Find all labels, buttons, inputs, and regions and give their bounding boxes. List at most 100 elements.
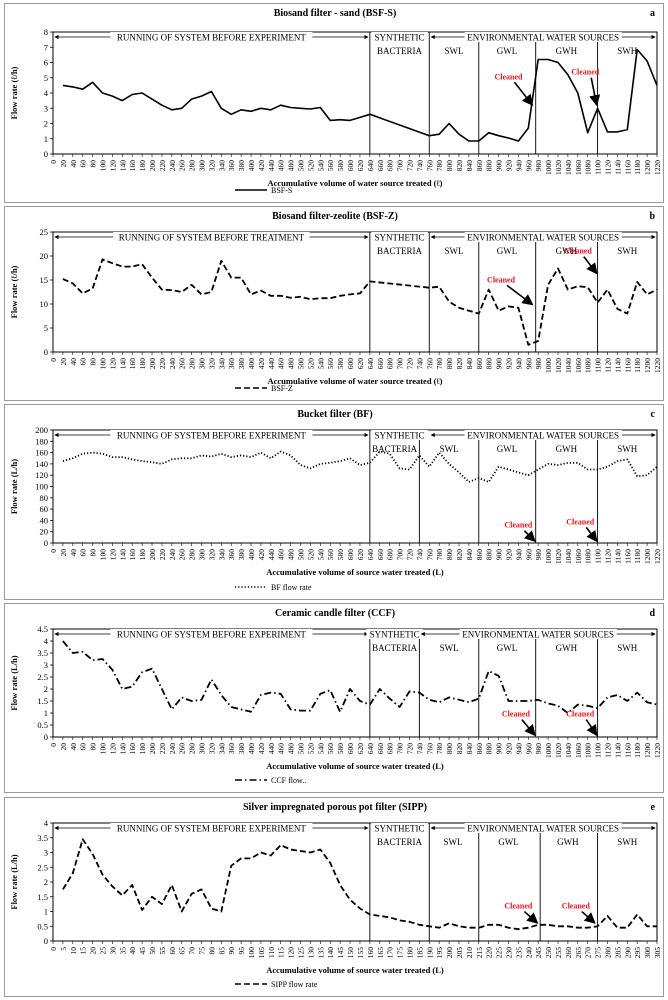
c3-xtick-label-32: 640 xyxy=(366,743,375,755)
c0-xtick-label-50: 1000 xyxy=(544,160,553,175)
c2-xtick-label-11: 220 xyxy=(158,549,167,561)
c4-xtick-label-23: 115 xyxy=(277,947,286,958)
c3-xtick-label-59: 1180 xyxy=(633,743,642,758)
c1-xtick-label-31: 620 xyxy=(356,358,365,370)
c1-source-label-4: SWH xyxy=(617,246,638,256)
c1-series-line-0 xyxy=(62,258,658,346)
c4-xtick-label-39: 195 xyxy=(435,947,444,959)
c3-xtick-label-60: 1200 xyxy=(643,743,652,758)
c2-xtick-label-51: 1020 xyxy=(554,549,563,564)
c2-ytick-label-5: 100 xyxy=(35,482,48,492)
c1-xtick-label-2: 40 xyxy=(69,358,78,366)
c0-xtick-label-45: 900 xyxy=(495,160,504,172)
c0-ytick-label-0: 0 xyxy=(44,149,48,159)
c4-xtick-label-9: 45 xyxy=(138,947,147,955)
c3-ytick-label-5: 2.5 xyxy=(37,672,48,682)
c4-source-label-0: BACTERIA xyxy=(377,837,423,847)
c4-xtick-label-6: 30 xyxy=(108,947,117,955)
c4-section-label-0: RUNNING OF SYSTEM BEFORE EXPERIMENT xyxy=(117,824,307,834)
c1-xtick-label-53: 1060 xyxy=(574,358,583,373)
c0-xtick-label-11: 220 xyxy=(158,160,167,172)
c1-xtick-label-55: 1100 xyxy=(594,358,603,373)
c3-xtick-label-27: 540 xyxy=(316,743,325,755)
c0-series-line-0 xyxy=(62,48,658,142)
c4-xtick-label-36: 180 xyxy=(405,947,414,959)
c1-xtick-label-47: 940 xyxy=(514,358,523,370)
c4-xtick-label-21: 105 xyxy=(257,947,266,959)
c4-ytick-label-4: 2 xyxy=(44,877,48,887)
c2-source-label-3: GWH xyxy=(556,444,578,454)
c3-xtick-label-58: 1160 xyxy=(623,743,632,758)
c4-source-label-4: SWH xyxy=(617,837,638,847)
c0-ytick-label-5: 5 xyxy=(44,73,48,83)
c0-ytick-label-8: 8 xyxy=(44,27,48,37)
c3-annotation-label-0: Cleaned xyxy=(502,710,531,719)
c0-xtick-label-51: 1020 xyxy=(554,160,563,175)
c4-xtick-label-4: 20 xyxy=(89,947,98,955)
c4-ytick-label-3: 1.5 xyxy=(37,892,48,902)
c1-xtick-label-41: 820 xyxy=(455,358,464,370)
chart-bsf-z: Biosand filter-zeolite (BSF-Z) b RUNNING O… xyxy=(9,211,662,393)
c3-xtick-label-46: 920 xyxy=(504,743,513,755)
c2-xtick-label-39: 780 xyxy=(435,549,444,561)
c4-xtick-label-10: 50 xyxy=(148,947,157,955)
c2-xtick-label-17: 340 xyxy=(217,549,226,561)
c2-xtick-label-22: 440 xyxy=(267,549,276,561)
c0-xtick-label-3: 60 xyxy=(79,160,88,168)
c2-xtick-label-57: 1140 xyxy=(613,549,622,564)
c3-xtick-label-31: 620 xyxy=(356,743,365,755)
c4-xtick-label-7: 35 xyxy=(118,947,127,955)
c4-xtick-label-38: 190 xyxy=(425,947,434,959)
c4-xtick-label-40: 200 xyxy=(445,947,454,959)
c1-source-label-2: GWL xyxy=(497,246,518,256)
c2-xtick-label-44: 880 xyxy=(485,549,494,561)
c3-xtick-label-41: 820 xyxy=(455,743,464,755)
c3-xtick-label-16: 320 xyxy=(207,743,216,755)
c3-xtick-label-51: 1020 xyxy=(554,743,563,758)
c3-panel-letter: d xyxy=(649,608,655,619)
c1-source-label-3: GWH xyxy=(556,246,578,256)
c1-section-label-bg-1 xyxy=(371,232,428,242)
c2-xtick-label-54: 1080 xyxy=(584,549,593,564)
c1-ytick-label-1: 5 xyxy=(44,323,48,333)
c3-xtick-label-33: 660 xyxy=(376,743,385,755)
c1-xtick-label-29: 580 xyxy=(336,358,345,370)
c1-xtick-label-20: 400 xyxy=(247,358,256,370)
c3-section-label-0: RUNNING OF SYSTEM BEFORE EXPERIMENT xyxy=(117,630,307,640)
c3-ytick-label-2: 1 xyxy=(44,708,48,718)
c1-xtick-label-39: 780 xyxy=(435,358,444,370)
c2-ytick-label-8: 160 xyxy=(35,448,48,458)
c1-xtick-label-22: 440 xyxy=(267,358,276,370)
c4-annotation-label-0: Cleaned xyxy=(504,902,533,911)
c1-title: Biosand filter-zeolite (BSF-Z) xyxy=(272,211,398,222)
c3-xtick-label-36: 720 xyxy=(405,743,414,755)
c2-xtick-label-4: 80 xyxy=(89,549,98,557)
c0-xtick-label-48: 960 xyxy=(524,160,533,172)
c4-annotation-arrow-1 xyxy=(581,910,596,924)
c2-xtick-label-19: 380 xyxy=(237,549,246,561)
c3-xtick-label-52: 1040 xyxy=(564,743,573,758)
c0-xtick-label-19: 380 xyxy=(237,160,246,172)
c4-section-label-bg-2 xyxy=(464,823,622,833)
c4-ytick-label-2: 1 xyxy=(44,907,48,917)
c0-xtick-label-9: 180 xyxy=(138,160,147,172)
c4-xtick-label-8: 40 xyxy=(128,947,137,955)
c3-ytick-label-1: 0.5 xyxy=(37,720,48,730)
c1-xtick-label-57: 1140 xyxy=(613,358,622,373)
c3-xtick-label-10: 200 xyxy=(148,743,157,755)
c4-xtick-label-5: 25 xyxy=(99,947,108,955)
c1-ytick-label-3: 15 xyxy=(40,275,49,285)
c3-source-label-4: SWH xyxy=(617,643,638,653)
c2-xtick-label-27: 540 xyxy=(316,549,325,561)
c0-annotation-label-0: Cleaned xyxy=(494,72,523,81)
c0-source-label-1: SWL xyxy=(445,46,464,56)
c2-xtick-label-21: 420 xyxy=(257,549,266,561)
c1-xtick-label-11: 220 xyxy=(158,358,167,370)
c2-ytick-label-4: 80 xyxy=(40,493,49,503)
c4-xtick-label-26: 130 xyxy=(306,947,315,959)
c0-xtick-label-43: 860 xyxy=(475,160,484,172)
c3-ytick-label-4: 2 xyxy=(44,684,48,694)
c3-ytick-label-7: 3.5 xyxy=(37,648,48,658)
c0-xtick-label-15: 300 xyxy=(198,160,207,172)
c2-ylabel: Flow rate (L/h) xyxy=(9,459,19,514)
